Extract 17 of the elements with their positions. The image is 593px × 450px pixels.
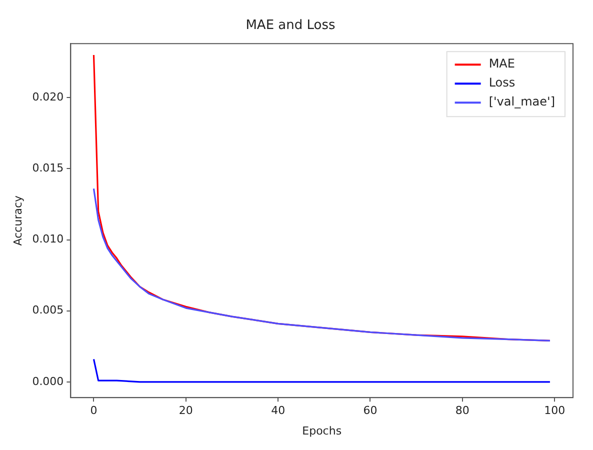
legend-label: ['val_mae'] [488, 94, 556, 109]
x-tick-label: 60 [363, 404, 378, 418]
y-tick-label: 0.005 [32, 304, 64, 317]
x-tick-label: 0 [90, 404, 98, 418]
y-tick-label: 0.010 [32, 232, 64, 246]
x-tick-label: 80 [455, 404, 470, 418]
y-tick-label: 0.020 [32, 90, 64, 104]
chart-title: MAE and Loss [246, 18, 336, 34]
legend-label: MAE [488, 56, 515, 71]
x-tick-label: 100 [544, 404, 566, 418]
y-tick-label: 0.015 [32, 162, 64, 175]
x-tick-label: 20 [178, 404, 193, 418]
y-tick-label: 0.000 [32, 374, 64, 388]
y-axis-title: Accuracy [11, 195, 24, 246]
legend-label: Loss [488, 76, 516, 90]
x-tick-label: 40 [271, 404, 286, 418]
x-axis-title: Epochs [302, 424, 342, 438]
